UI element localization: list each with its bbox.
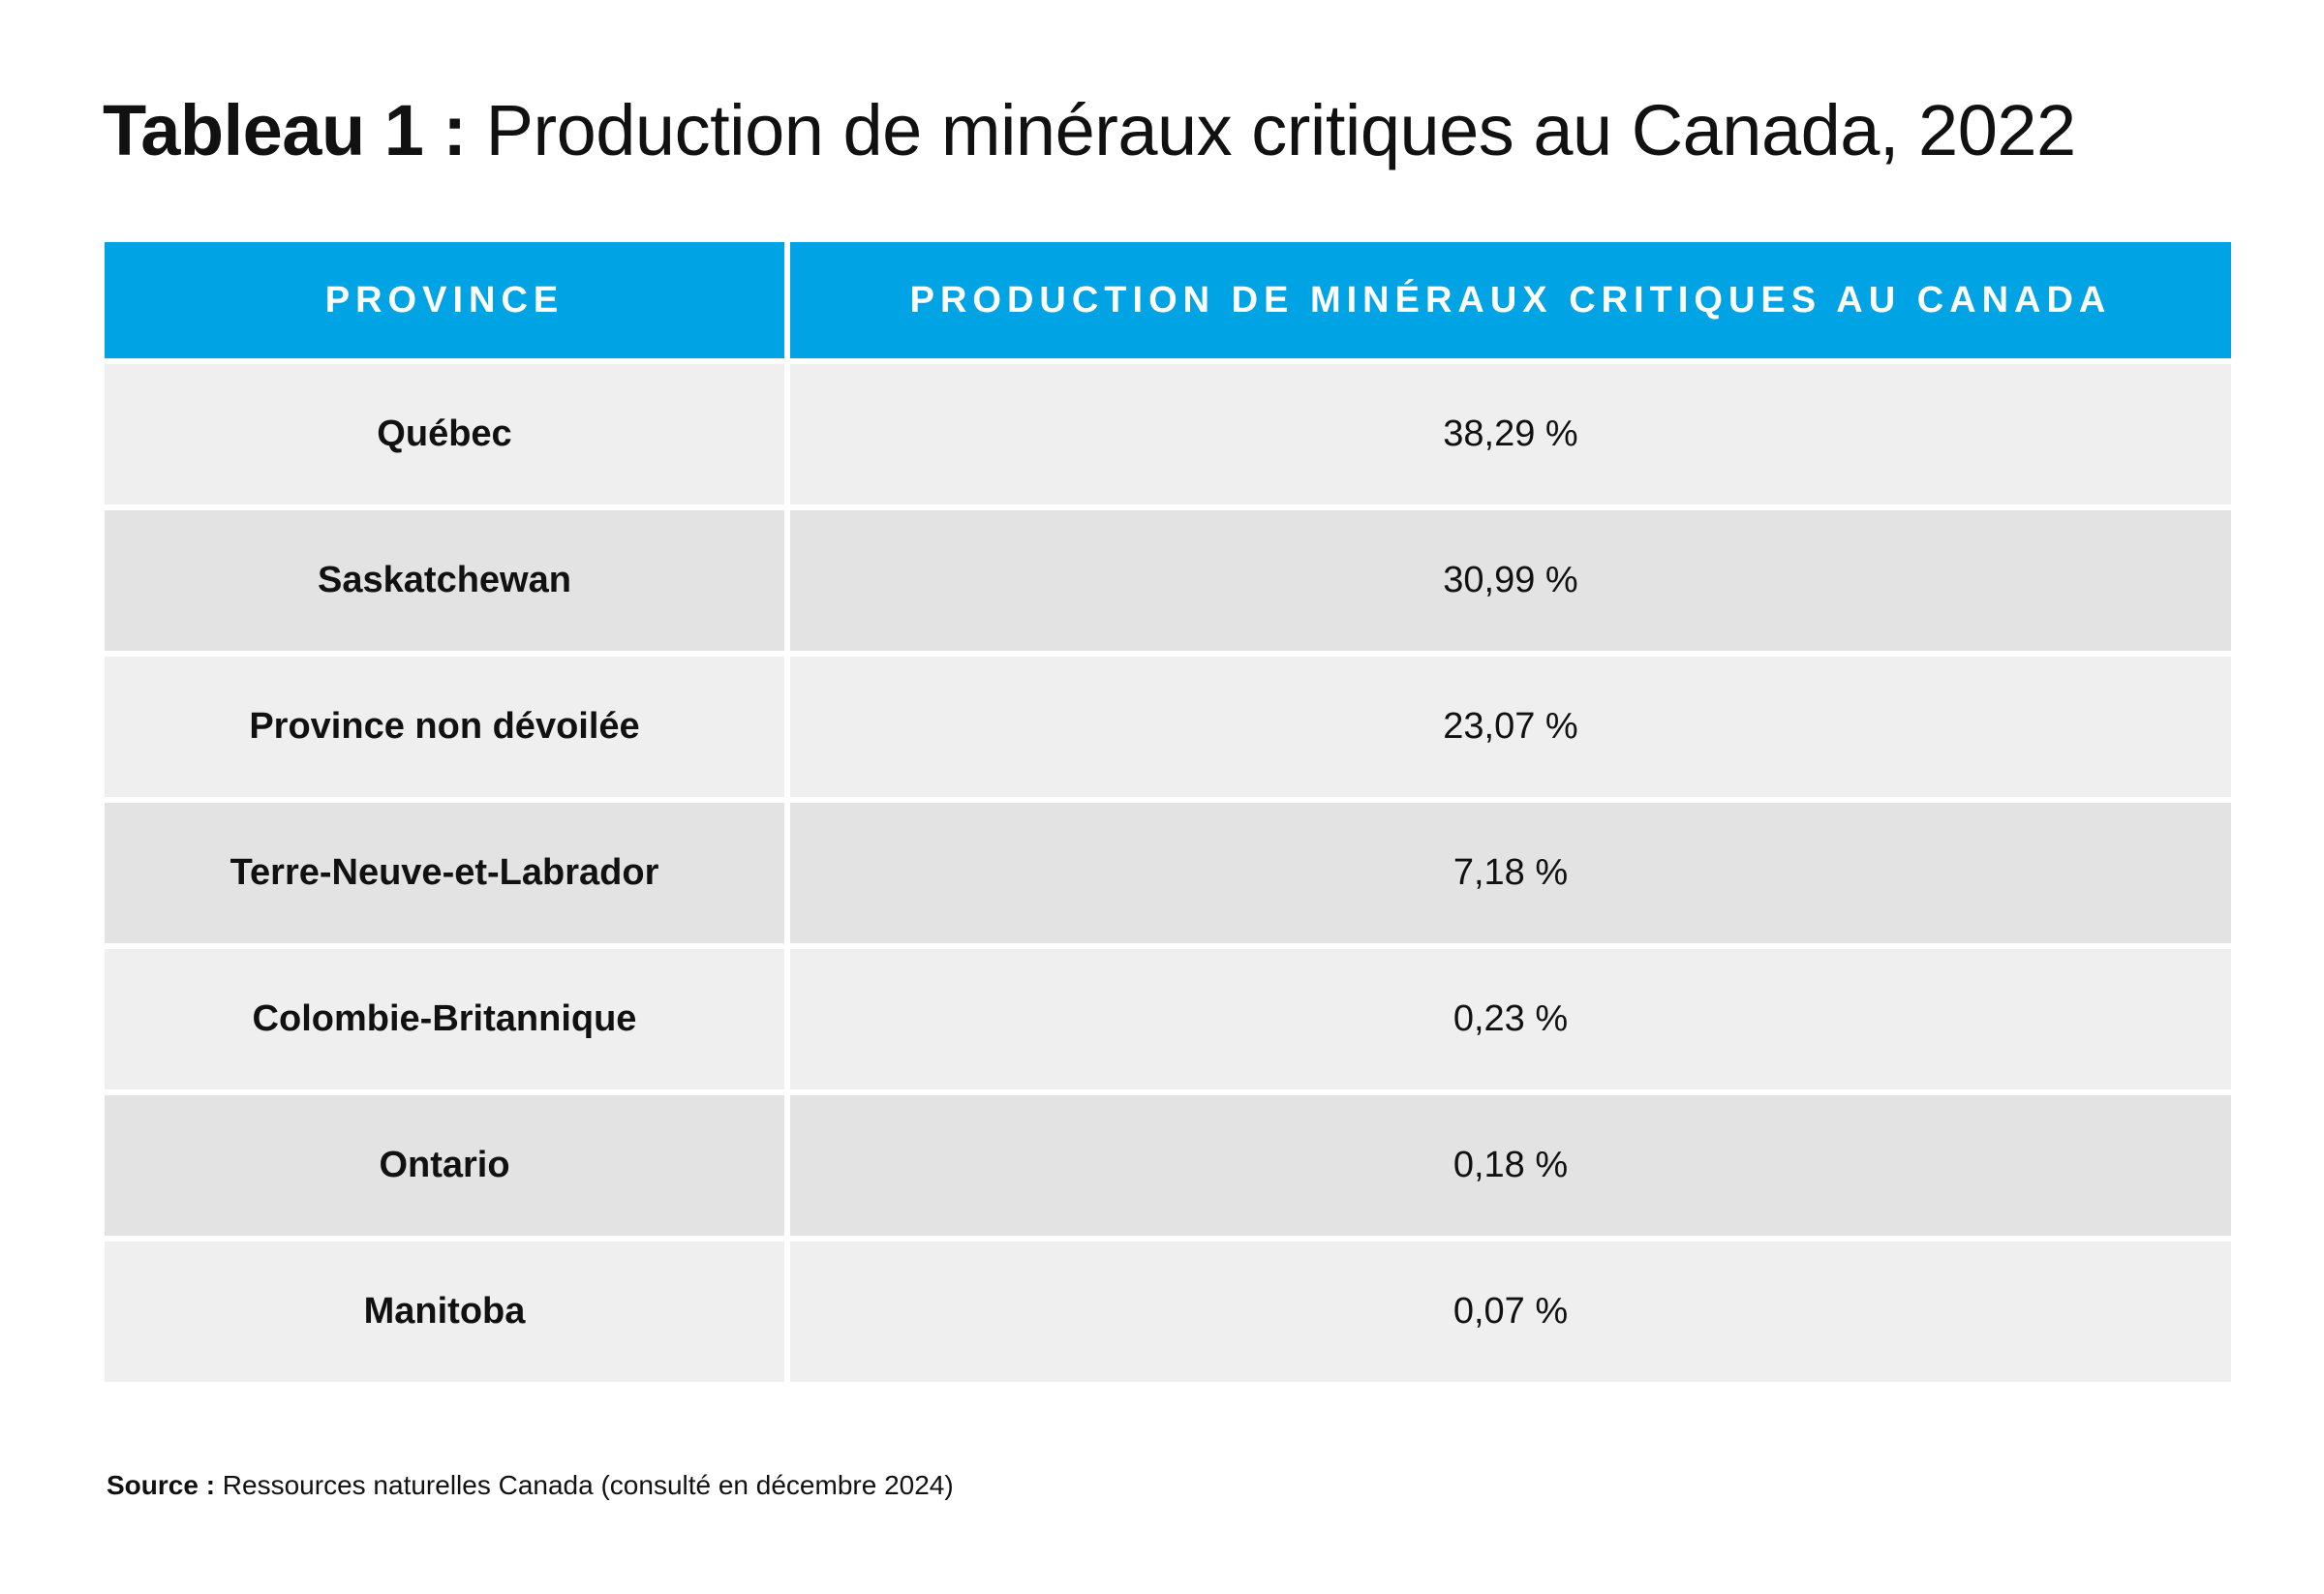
production-table: PROVINCE PRODUCTION DE MINÉRAUX CRITIQUE…	[105, 242, 2231, 1382]
source-label: Source :	[107, 1470, 216, 1500]
table-header-row: PROVINCE PRODUCTION DE MINÉRAUX CRITIQUE…	[105, 242, 2231, 358]
cell-province: Colombie-Britannique	[105, 943, 784, 1089]
cell-production: 0,23 %	[784, 943, 2231, 1089]
table-row: Province non dévoilée 23,07 %	[105, 651, 2231, 797]
cell-production: 30,99 %	[784, 505, 2231, 651]
page-title: Tableau 1 : Production de minéraux criti…	[103, 89, 2076, 171]
source-note: Source : Ressources naturelles Canada (c…	[107, 1470, 954, 1501]
source-text: Ressources naturelles Canada (consulté e…	[215, 1470, 954, 1500]
cell-province: Saskatchewan	[105, 505, 784, 651]
cell-production: 0,18 %	[784, 1089, 2231, 1236]
table-row: Ontario 0,18 %	[105, 1089, 2231, 1236]
cell-province: Manitoba	[105, 1236, 784, 1382]
header-production: PRODUCTION DE MINÉRAUX CRITIQUES AU CANA…	[784, 242, 2231, 358]
title-label: Tableau 1 :	[103, 90, 467, 170]
cell-province: Province non dévoilée	[105, 651, 784, 797]
cell-province: Terre-Neuve-et-Labrador	[105, 797, 784, 943]
header-province: PROVINCE	[105, 242, 784, 358]
table-row: Terre-Neuve-et-Labrador 7,18 %	[105, 797, 2231, 943]
table-row: Manitoba 0,07 %	[105, 1236, 2231, 1382]
table-row: Colombie-Britannique 0,23 %	[105, 943, 2231, 1089]
cell-production: 23,07 %	[784, 651, 2231, 797]
cell-production: 0,07 %	[784, 1236, 2231, 1382]
table-row: Saskatchewan 30,99 %	[105, 505, 2231, 651]
table-row: Québec 38,29 %	[105, 358, 2231, 505]
cell-province: Ontario	[105, 1089, 784, 1236]
title-text: Production de minéraux critiques au Cana…	[466, 90, 2077, 170]
cell-province: Québec	[105, 358, 784, 505]
cell-production: 38,29 %	[784, 358, 2231, 505]
cell-production: 7,18 %	[784, 797, 2231, 943]
